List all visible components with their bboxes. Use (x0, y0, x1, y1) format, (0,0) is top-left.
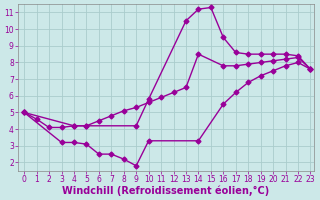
X-axis label: Windchill (Refroidissement éolien,°C): Windchill (Refroidissement éolien,°C) (62, 185, 270, 196)
